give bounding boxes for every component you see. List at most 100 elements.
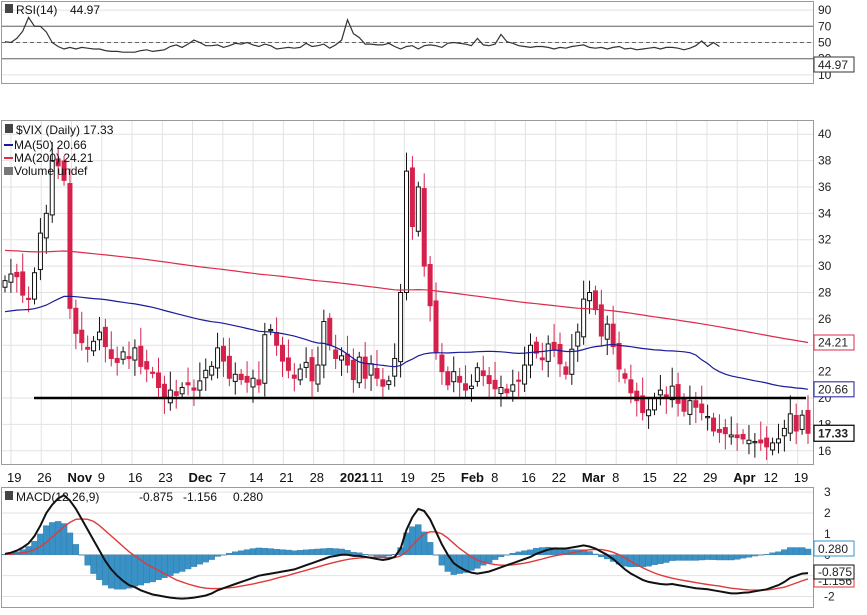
macd-histogram-bar	[485, 554, 493, 563]
macd-histogram-bar	[438, 554, 446, 566]
candle	[699, 385, 705, 421]
price-tick-label: 34	[818, 206, 832, 220]
candle	[492, 361, 498, 397]
price-panel: 40383634323028262422201816 24.21 20.66 1…	[1, 120, 855, 465]
macd-histogram-bar	[173, 554, 180, 574]
candle	[49, 142, 55, 223]
candle	[315, 346, 321, 392]
candle	[758, 421, 764, 451]
candle	[274, 317, 280, 356]
macd-histogram-bar	[787, 547, 794, 555]
rsi-tick-label: 70	[818, 19, 832, 33]
last-price-badge: 17.33	[813, 424, 855, 442]
candle	[740, 429, 746, 445]
macd-histogram-bar	[710, 554, 717, 560]
candle	[191, 379, 197, 406]
candle	[197, 362, 203, 399]
macd-histogram-bar	[432, 554, 440, 556]
candle	[167, 371, 173, 411]
price-title: $VIX (Daily) 17.33	[16, 123, 114, 137]
last-price-badge-text: 17.33	[818, 426, 848, 440]
price-tick-label: 38	[818, 154, 832, 168]
candle	[256, 361, 262, 393]
macd-histogram-bar	[763, 554, 770, 555]
rsi-frame	[1, 1, 814, 84]
candle	[427, 255, 433, 322]
x-axis-label: 21	[279, 470, 293, 485]
macd-histogram-bar	[385, 554, 392, 557]
candle	[734, 423, 740, 451]
candle	[79, 311, 85, 351]
macd-histogram-bar	[332, 548, 339, 555]
candle	[61, 155, 67, 186]
macd-histogram-bar	[480, 554, 487, 566]
candle	[716, 414, 722, 443]
candle	[268, 324, 274, 336]
macd-histogram-bar	[255, 547, 263, 555]
candle	[451, 356, 457, 393]
candle	[368, 355, 374, 391]
candle	[398, 283, 404, 378]
x-axis-label: 23	[158, 470, 172, 485]
x-axis-label: 22	[552, 470, 566, 485]
candle	[651, 392, 657, 416]
macd-histogram-bar	[651, 554, 658, 565]
x-axis-label: 19	[794, 470, 808, 485]
macd-histogram-bar	[686, 554, 694, 561]
macd-histogram-bar	[202, 554, 209, 563]
macd-histogram-bar	[367, 554, 375, 556]
candle	[569, 334, 575, 385]
macd-histogram-bar	[491, 554, 499, 560]
x-axis-label: 8	[612, 470, 619, 485]
candle	[26, 286, 32, 313]
candle	[85, 335, 91, 363]
candle	[728, 416, 734, 445]
price-tick-label: 28	[818, 286, 832, 300]
candle	[421, 173, 427, 277]
price-tick-labels: 40383634323028262422201816	[818, 127, 832, 458]
x-axis-label: Nov	[68, 470, 93, 485]
macd-histogram-bar	[78, 554, 85, 556]
candle	[126, 341, 132, 370]
candle	[173, 379, 179, 409]
macd-histogram-bar	[698, 554, 705, 561]
price-tick-label: 22	[818, 365, 832, 379]
price-badges: 24.21 20.66 17.33	[813, 334, 855, 442]
candle	[445, 366, 451, 391]
price-gridlines	[2, 121, 813, 464]
candle	[309, 349, 315, 397]
rsi-line	[4, 16, 720, 53]
macd-legend-macd: -0.875	[139, 490, 173, 504]
macd-histogram-bar	[426, 542, 434, 555]
candle	[404, 152, 409, 301]
macd-histogram-bar	[119, 554, 127, 590]
macd-histogram-bar	[704, 554, 711, 560]
macd-histogram-bar	[167, 554, 174, 576]
candle	[598, 289, 604, 347]
macd-histogram-bar	[474, 554, 481, 569]
macd-histogram-bar	[804, 548, 812, 555]
macd-histogram-bar	[155, 554, 162, 581]
candle	[486, 367, 492, 400]
macd-histogram-bar	[356, 552, 363, 555]
macd-histogram-bar	[792, 547, 800, 555]
x-axis-label: 29	[703, 470, 717, 485]
price-tick-label: 30	[818, 259, 832, 273]
candle	[457, 367, 463, 399]
macd-histogram-bar	[308, 549, 316, 555]
candle	[439, 343, 445, 385]
candle	[722, 419, 728, 450]
macd-histogram-bar	[350, 551, 357, 555]
candle	[386, 375, 392, 390]
candle	[480, 355, 486, 387]
macd-histogram-bar	[739, 554, 747, 559]
macd-legend-signal: -1.156	[183, 490, 217, 504]
macd-tick-label: -2	[824, 590, 835, 604]
rsi-legend-label: RSI(14)	[16, 3, 57, 17]
candle	[20, 253, 26, 304]
candle	[752, 432, 758, 458]
rsi-tick-label: 90	[818, 3, 832, 17]
candle	[711, 412, 717, 437]
